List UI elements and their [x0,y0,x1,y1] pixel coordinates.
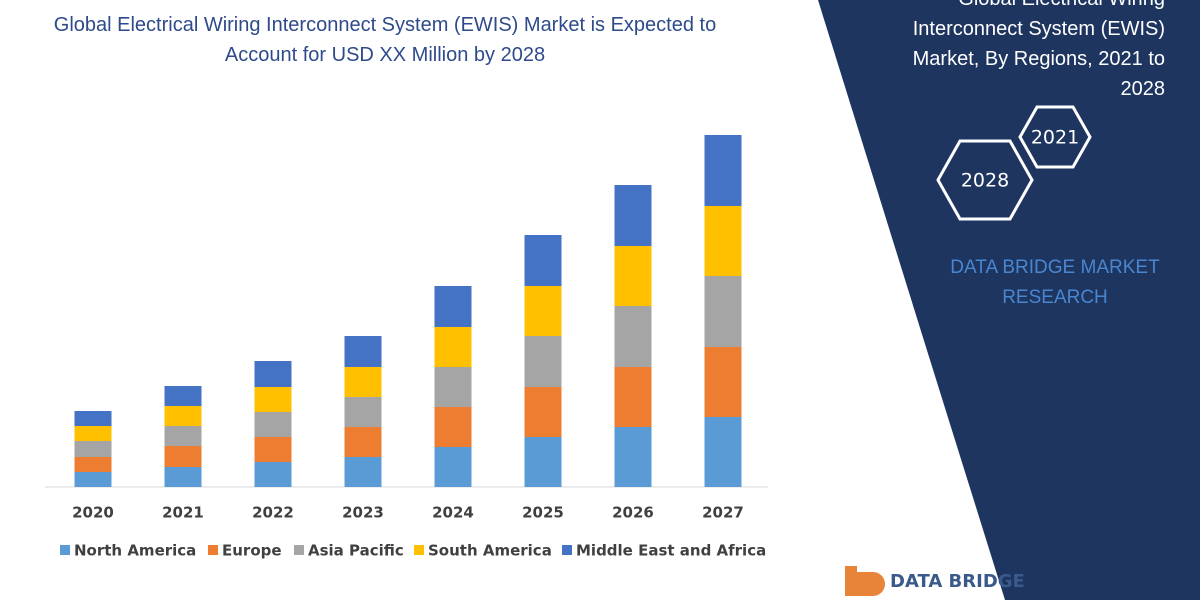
bar-segment [524,387,562,437]
bar-segment [74,411,112,426]
bar-segment [704,135,742,206]
bar-segment [344,336,382,367]
x-tick-label: 2021 [162,504,204,522]
bar-segment [524,235,562,286]
x-tick-label: 2027 [702,504,744,522]
bar-segment [344,427,382,457]
bar-segment [254,437,292,462]
bar-segment [704,417,742,487]
bar-segment [614,246,652,306]
legend-label: Middle East and Africa [576,542,766,560]
logo-icon [845,566,885,596]
bar-segment [344,367,382,397]
panel-title-line: Interconnect System (EWIS) [912,18,1165,40]
bar-segment [164,426,202,446]
bar-segment [704,276,742,347]
bar-segment [434,286,472,327]
bar-segment [524,286,562,336]
bar-segment [704,206,742,276]
chart-title: Global Electrical Wiring Interconnect Sy… [53,14,717,66]
bar-segment [344,397,382,427]
bar-segment [524,437,562,487]
legend-swatch [414,545,424,555]
panel-title: Global Electrical Wiring Interconnect Sy… [845,0,1165,104]
bar-segment [74,426,112,441]
panel-title-line: Global Electrical Wiring [845,0,1165,14]
hex-year: 2028 [961,170,1009,192]
legend-label: Asia Pacific [308,542,404,560]
bar-segment [254,462,292,487]
bar-segment [254,361,292,387]
x-tick-label: 2024 [432,504,474,522]
legend-swatch [208,545,218,555]
bar-segment [74,457,112,472]
bar-segment [524,336,562,387]
x-tick-label: 2023 [342,504,384,522]
panel-title-line: 2028 [1120,78,1166,100]
logo-text: DATA BRIDGE [890,571,1025,592]
bar-segment [164,386,202,406]
legend-label: Europe [222,542,282,560]
bar-segment [614,427,652,487]
hex-year: 2021 [1031,127,1079,149]
legend-label: South America [428,542,552,560]
x-tick-label: 2026 [612,504,654,522]
x-tick-label: 2025 [522,504,564,522]
bar-segment [74,472,112,487]
bar-segment [434,367,472,407]
bar-segment [254,387,292,412]
bar-segment [614,185,652,246]
bar-segment [434,327,472,367]
x-tick-label: 2020 [72,504,114,522]
bar-segment [254,412,292,437]
panel-title-line: Market, By Regions, 2021 to [912,48,1165,70]
bar-segment [704,347,742,417]
bar-segment [434,447,472,487]
x-tick-label: 2022 [252,504,294,522]
bar-segment [164,446,202,467]
legend-label: North America [74,542,196,560]
legend-swatch [60,545,70,555]
side-panel [818,0,1200,600]
bar-segment [614,367,652,427]
legend-swatch [294,545,304,555]
bar-segment [434,407,472,447]
hexagon [1018,105,1092,169]
bar-segment [74,441,112,457]
brand: DATA BRIDGE MARKET RESEARCH [950,257,1160,308]
bar-segment [164,406,202,426]
legend-swatch [562,545,572,555]
bar-segment [164,467,202,487]
bar-segment [344,457,382,487]
bar-segment [614,306,652,367]
hexagon [936,139,1034,221]
